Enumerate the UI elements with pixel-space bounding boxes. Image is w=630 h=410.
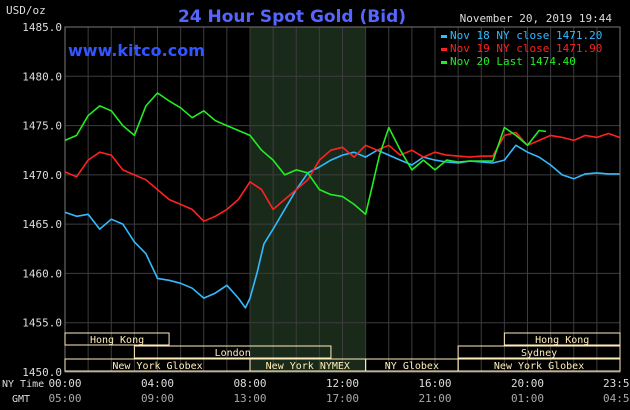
session-bar	[457, 345, 621, 359]
session-label: Hong Kong	[535, 335, 589, 346]
y-tick-label: 1475.0	[22, 120, 62, 133]
y-tick-label: 1485.0	[22, 21, 62, 34]
x-tick-label-gmt: 21:00	[418, 392, 451, 405]
chart-title: 24 Hour Spot Gold (Bid)	[178, 7, 406, 27]
legend-nov20: Nov 20 Last 1474.40	[450, 55, 576, 68]
x-tick-label-gmt: 17:00	[326, 392, 359, 405]
x-tick-label-gmt: 05:00	[48, 392, 81, 405]
x-row-label-gmt: GMT	[12, 394, 30, 405]
legend-marker-nov18	[441, 35, 447, 38]
session-bar	[457, 358, 621, 372]
y-tick-label: 1470.0	[22, 169, 62, 182]
session-label: New York Globex	[494, 361, 584, 372]
y-tick-label: 1450.0	[22, 366, 62, 379]
series-line-0	[64, 144, 620, 309]
session-label: Sydney	[521, 348, 557, 359]
series-line-2	[64, 92, 547, 216]
x-tick-label-gmt: 13:00	[233, 392, 266, 405]
watermark: www.kitco.com	[68, 41, 205, 60]
session-bar	[133, 345, 332, 359]
x-tick-label-ny: 20:00	[511, 377, 544, 390]
x-tick-label-gmt: 09:00	[141, 392, 174, 405]
session-bar	[64, 332, 170, 346]
x-tick-label-ny: 16:00	[418, 377, 451, 390]
session-bar	[503, 332, 621, 346]
y-unit-label: USD/oz	[6, 4, 46, 17]
legend: Nov 18 NY close 1471.20 Nov 19 NY close …	[441, 29, 602, 68]
x-tick-label-gmt: 01:00	[511, 392, 544, 405]
x-tick-label-ny: 08:00	[233, 377, 266, 390]
x-tick-label-gmt: 04:59	[603, 392, 630, 405]
session-label: New York NYMEX	[266, 361, 350, 372]
legend-marker-nov19	[441, 48, 447, 51]
session-label: Hong Kong	[90, 335, 144, 346]
timestamp: November 20, 2019 19:44	[460, 12, 613, 25]
x-tick-label-ny: 23:59	[603, 377, 630, 390]
session-label: NY Globex	[385, 361, 439, 372]
x-tick-label-ny: 00:00	[48, 377, 81, 390]
y-tick-label: 1465.0	[22, 218, 62, 231]
x-tick-label-ny: 12:00	[326, 377, 359, 390]
legend-marker-nov20	[441, 61, 447, 64]
y-tick-label: 1460.0	[22, 267, 62, 280]
session-label: London	[215, 348, 251, 359]
x-row-label-ny: NY Time	[2, 379, 44, 390]
legend-nov18: Nov 18 NY close 1471.20	[450, 29, 602, 42]
plot-frame	[64, 26, 621, 373]
session-label: New York Globex	[112, 361, 202, 372]
y-tick-label: 1455.0	[22, 317, 62, 330]
legend-nov19: Nov 19 NY close 1471.90	[450, 42, 602, 55]
x-tick-label-ny: 04:00	[141, 377, 174, 390]
y-tick-label: 1480.0	[22, 70, 62, 83]
plot-layer: 1485.0 1480.0 1475.0 1470.0 1465.0 1460.0 1455…	[22, 21, 630, 405]
